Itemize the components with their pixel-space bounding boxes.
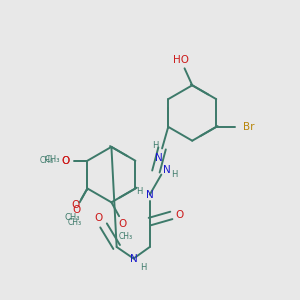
Text: N: N bbox=[146, 190, 154, 200]
Text: HO: HO bbox=[173, 55, 190, 65]
Text: CH₃: CH₃ bbox=[118, 232, 132, 241]
Text: O: O bbox=[118, 219, 126, 229]
Text: H: H bbox=[171, 170, 178, 179]
Text: CH₃: CH₃ bbox=[39, 156, 53, 165]
Text: H: H bbox=[136, 187, 143, 196]
Text: N: N bbox=[155, 153, 163, 163]
Text: CH₃: CH₃ bbox=[68, 218, 82, 227]
Text: O: O bbox=[62, 156, 70, 166]
Text: H: H bbox=[140, 263, 147, 272]
Text: O: O bbox=[62, 156, 70, 166]
Text: Br: Br bbox=[243, 122, 254, 132]
Text: H: H bbox=[152, 141, 158, 150]
Text: O: O bbox=[175, 210, 183, 220]
Text: N: N bbox=[130, 254, 137, 263]
Text: CH₃: CH₃ bbox=[64, 213, 80, 222]
Text: CH₃: CH₃ bbox=[44, 155, 60, 164]
Text: O: O bbox=[73, 205, 81, 215]
Text: N: N bbox=[163, 165, 171, 175]
Text: O: O bbox=[71, 200, 79, 210]
Text: O: O bbox=[94, 213, 102, 223]
